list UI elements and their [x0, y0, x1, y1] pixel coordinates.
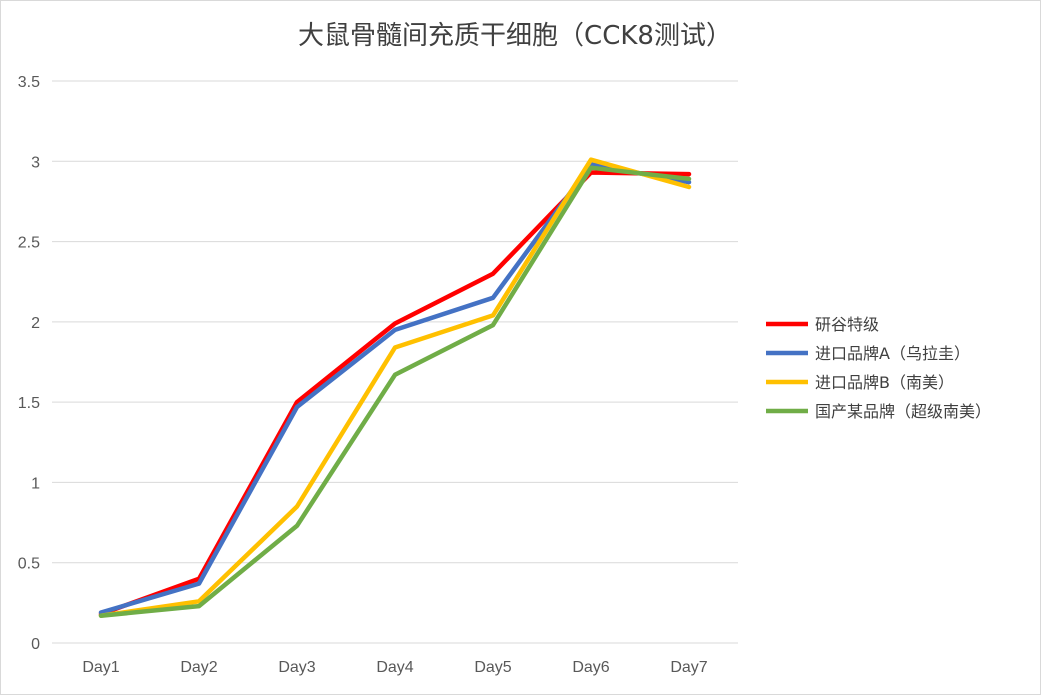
- x-tick-label: Day5: [474, 659, 511, 676]
- y-tick-label: 2.5: [18, 235, 40, 252]
- x-tick-label: Day3: [278, 659, 315, 676]
- chart-title: 大鼠骨髓间充质干细胞（CCK8测试）: [298, 21, 732, 51]
- y-axis-ticks: 0 0.5 1 1.5 2 2.5 3 3.5: [18, 74, 40, 653]
- y-tick-label: 0: [31, 636, 40, 653]
- legend-label: 进口品牌B（南美）: [815, 373, 954, 392]
- x-tick-label: Day1: [82, 659, 119, 676]
- y-tick-label: 0.5: [18, 556, 40, 573]
- x-tick-label: Day2: [180, 659, 217, 676]
- x-axis-ticks: Day1 Day2 Day3 Day4 Day5 Day6 Day7: [82, 659, 707, 676]
- series-line-1: [98, 170, 692, 617]
- y-tick-label: 1: [31, 475, 40, 492]
- series-line-3: [98, 157, 692, 618]
- series-lines: [98, 157, 692, 618]
- legend-label: 研谷特级: [815, 315, 879, 334]
- y-tick-label: 2: [31, 315, 40, 332]
- y-tick-label: 1.5: [18, 395, 40, 412]
- x-tick-label: Day4: [376, 659, 413, 676]
- x-tick-label: Day7: [670, 659, 707, 676]
- y-tick-label: 3: [31, 154, 40, 171]
- legend-label: 国产某品牌（超级南美）: [815, 402, 991, 421]
- series-line-4: [98, 165, 692, 618]
- y-tick-label: 3.5: [18, 74, 40, 91]
- legend-label: 进口品牌A（乌拉圭）: [815, 344, 970, 363]
- x-tick-label: Day6: [572, 659, 609, 676]
- series-line-2: [98, 162, 692, 615]
